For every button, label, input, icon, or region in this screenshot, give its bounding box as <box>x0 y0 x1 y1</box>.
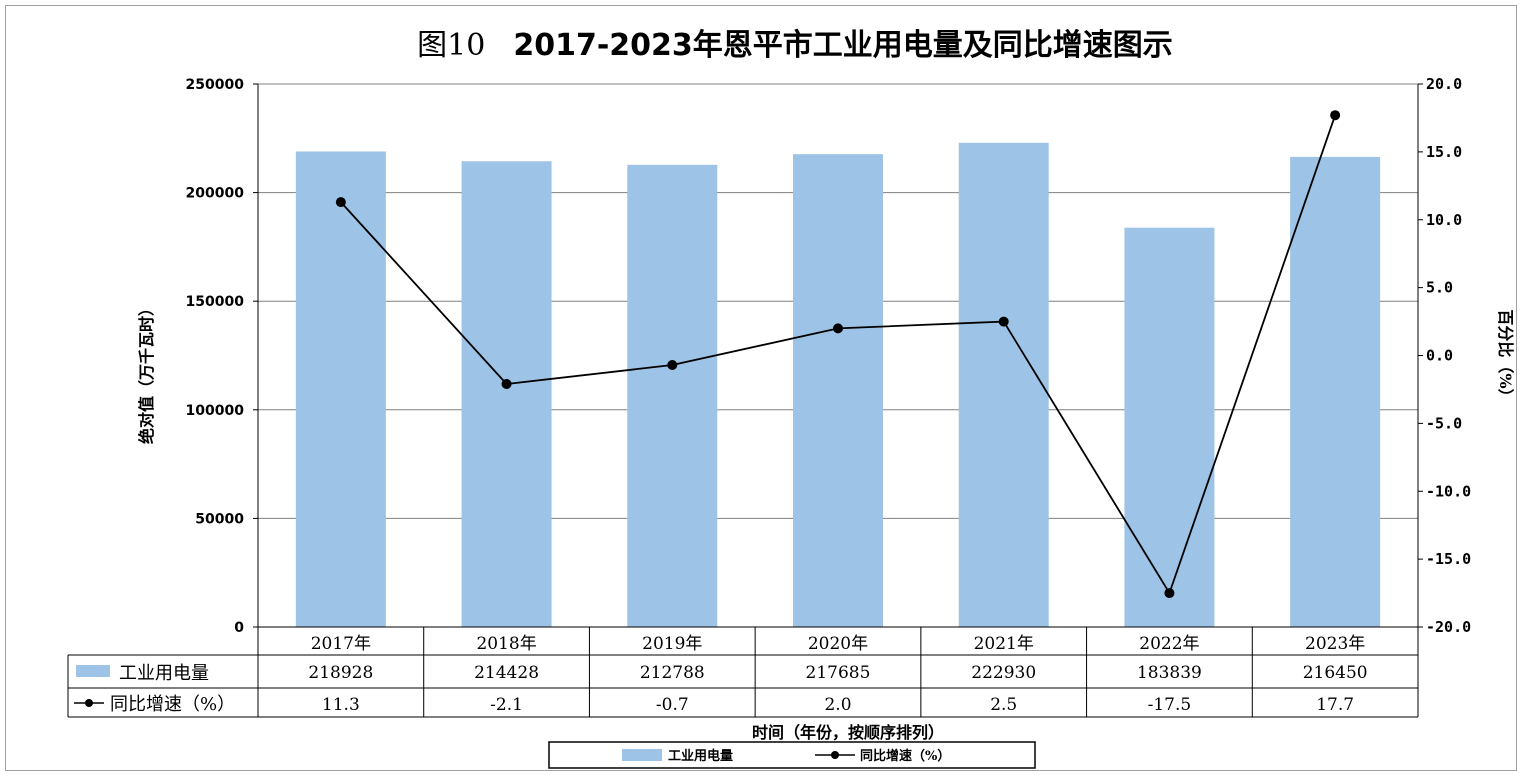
x-tick-label: 2023年 <box>1305 634 1365 654</box>
y-axis-label: 绝对值（万千瓦时） <box>137 300 156 444</box>
table-cell-growth: 2.5 <box>990 695 1017 715</box>
bar-3 <box>793 154 883 628</box>
growth-point-5 <box>1164 588 1175 599</box>
y-tick-label: 50000 <box>195 511 244 527</box>
table-cell-electricity: 183839 <box>1137 663 1202 683</box>
y2-tick-label: 0.0 <box>1426 347 1453 365</box>
x-tick-label: 2022年 <box>1139 634 1199 654</box>
legend-box <box>548 741 1036 769</box>
legend: 工业用电量 同比增速（%） <box>548 741 1036 769</box>
x-tick-label: 2017年 <box>311 634 371 654</box>
data-table: 2017年 218928 11.3 2018年 214428 -2.1 2019年 21278… <box>67 627 1419 718</box>
x-tick-label: 2019年 <box>642 634 702 654</box>
y2-tick-label: -20.0 <box>1426 618 1471 636</box>
y2-tick-label: -10.0 <box>1426 482 1471 500</box>
table-cell-electricity: 222930 <box>971 663 1036 683</box>
legend-bar-swatch <box>622 749 662 761</box>
y-tick-label: 0 <box>234 620 244 636</box>
x-tick-label: 2021年 <box>974 634 1034 654</box>
y2-tick-label: 20.0 <box>1426 75 1462 93</box>
chart-title-main: 2017-2023年恩平市工业用电量及同比增速图示 <box>513 28 1172 63</box>
growth-point-0 <box>335 197 346 208</box>
bar-5 <box>1124 227 1215 627</box>
right-axis-ticks: -20.0 -15.0 -10.0 -5.0 0.0 5.0 10.0 15.0 20.0 <box>1426 75 1471 636</box>
table-cell-electricity: 216450 <box>1303 663 1368 683</box>
growth-point-6 <box>1330 110 1341 121</box>
table-cell-electricity: 212788 <box>640 663 705 683</box>
table-cell-growth: -17.5 <box>1148 695 1192 715</box>
chart-title: 图10 2017-2023年恩平市工业用电量及同比增速图示 <box>417 28 1173 63</box>
table-cell-electricity: 214428 <box>474 663 539 683</box>
y-tick-label: 250000 <box>186 77 245 93</box>
left-axis-ticks: 0 50000 100000 150000 200000 250000 <box>186 77 245 636</box>
chart-frame <box>5 5 1517 771</box>
table-cell-growth: -0.7 <box>656 695 689 715</box>
table-cell-growth: 17.7 <box>1316 695 1354 715</box>
y-tick-label: 150000 <box>186 294 245 310</box>
y-tick-label: 100000 <box>186 403 245 419</box>
table-cell-electricity: 217685 <box>806 663 871 683</box>
axes <box>253 83 1423 628</box>
table-row-header-growth: 同比增速（%） <box>110 694 235 715</box>
x-tick-label: 2020年 <box>808 634 868 654</box>
x-axis-label: 时间（年份，按顺序排列） <box>752 723 944 742</box>
chart-title-prefix: 图10 <box>417 28 485 63</box>
table-cell-growth: 2.0 <box>824 695 851 715</box>
growth-point-1 <box>501 379 512 390</box>
line-series <box>335 110 1341 599</box>
growth-point-4 <box>998 316 1009 327</box>
table-bar-swatch <box>76 665 110 677</box>
y2-axis-label: 百分比（%） <box>1496 309 1515 404</box>
table-line-marker <box>85 699 93 707</box>
bar-1 <box>461 161 552 627</box>
y-tick-label: 200000 <box>186 186 245 202</box>
legend-line-marker <box>831 751 839 759</box>
legend-bar-label: 工业用电量 <box>668 748 733 764</box>
bar-2 <box>627 164 718 627</box>
bar-series <box>295 142 1381 628</box>
bar-6 <box>1290 156 1381 627</box>
table-cell-electricity: 218928 <box>308 663 373 683</box>
table-cell-growth: -2.1 <box>490 695 523 715</box>
bar-0 <box>295 151 386 627</box>
table-cell-growth: 11.3 <box>322 695 360 715</box>
y2-tick-label: 10.0 <box>1426 211 1462 229</box>
y2-tick-label: 15.0 <box>1426 143 1462 161</box>
growth-point-2 <box>667 360 678 371</box>
bar-4 <box>958 142 1049 628</box>
y2-tick-label: 5.0 <box>1426 279 1453 297</box>
y2-tick-label: -5.0 <box>1426 414 1462 432</box>
growth-point-3 <box>833 323 843 334</box>
y2-tick-label: -15.0 <box>1426 550 1471 568</box>
table-row-header-electricity: 工业用电量 <box>119 663 209 684</box>
x-tick-label: 2018年 <box>476 634 536 654</box>
legend-line-label: 同比增速（%） <box>860 748 950 764</box>
